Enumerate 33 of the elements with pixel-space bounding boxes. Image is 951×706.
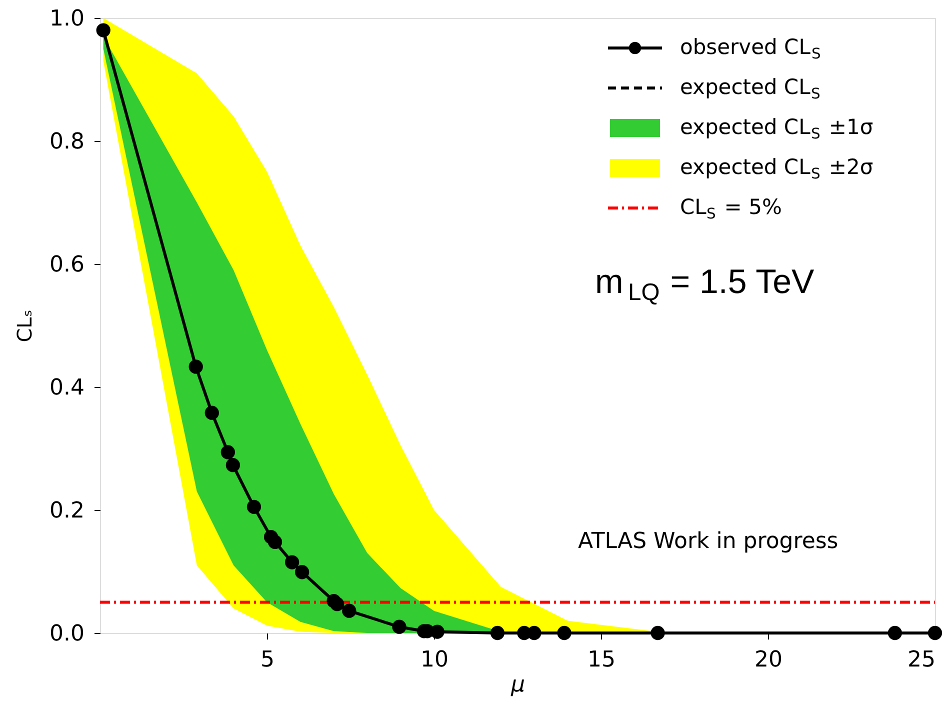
point: [220, 445, 235, 460]
point: [246, 500, 262, 514]
x-tick-label: 15: [588, 648, 616, 672]
point: [268, 534, 282, 550]
point: [490, 626, 505, 640]
point: [888, 626, 902, 640]
y-axis-title: CLₛ: [12, 310, 37, 342]
point: [430, 624, 444, 639]
y-tick-label: 0.8: [50, 130, 84, 154]
point: [392, 620, 406, 634]
point: [295, 565, 310, 580]
x-tick-label: 20: [754, 648, 782, 672]
point: [330, 597, 344, 612]
y-tick-label: 0.6: [50, 252, 84, 278]
y-tick-label: 0.0: [50, 622, 84, 646]
x-axis-title: μ: [510, 672, 525, 698]
annotation: ATLAS Work in progress: [578, 529, 838, 554]
point: [188, 360, 203, 374]
y-tick-label: 0.2: [50, 498, 84, 524]
x-tick-label: 25: [908, 648, 936, 672]
point: [527, 626, 542, 640]
y-tick-label: 0.4: [50, 376, 84, 400]
y-tick-label: 1.0: [50, 6, 84, 32]
point: [557, 626, 572, 640]
point: [650, 626, 665, 640]
point: [96, 23, 110, 38]
point: [928, 626, 942, 640]
x-tick-label: 5: [260, 648, 274, 672]
point: [226, 458, 240, 472]
point: [284, 555, 300, 570]
point: [342, 604, 356, 618]
point: [204, 406, 219, 420]
x-tick-label: 10: [420, 648, 448, 672]
